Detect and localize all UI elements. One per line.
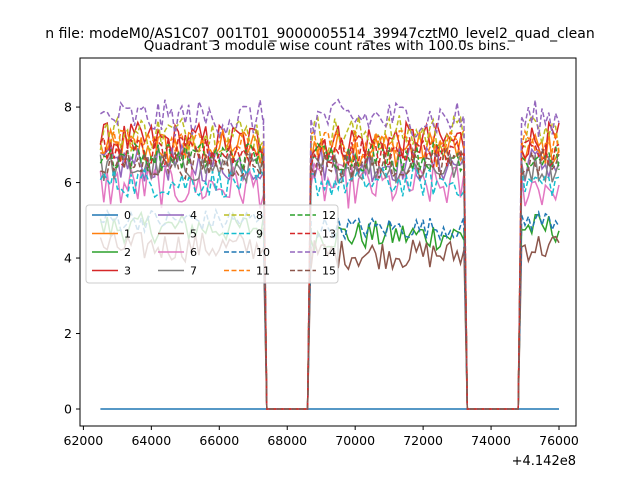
plot-frame (79, 57, 577, 427)
legend-label: 6 (190, 246, 197, 259)
y-tick-label: 8 (64, 100, 72, 115)
legend-label: 11 (256, 265, 270, 278)
legend-label: 0 (124, 209, 131, 222)
legend-label: 13 (322, 228, 336, 241)
chart-title: Quadrant 3 module wise count rates with … (144, 38, 510, 54)
y-axis: 0 2 4 6 8 (64, 100, 80, 417)
legend-label: 3 (124, 265, 131, 278)
series-line-6 (99, 162, 560, 410)
x-tick-label: 68000 (267, 433, 307, 448)
legend-label: 4 (190, 209, 197, 222)
legend-label: 1 (124, 228, 131, 241)
x-axis: 62000 64000 66000 68000 70000 72000 74000 76000 (64, 426, 579, 448)
legend-label: 8 (256, 209, 263, 222)
legend-label: 15 (322, 265, 336, 278)
series-line-15 (100, 146, 560, 410)
x-tick-label: 70000 (335, 433, 375, 448)
x-tick-label: 72000 (403, 433, 443, 448)
x-tick-label: 66000 (199, 433, 239, 448)
legend-box (85, 204, 339, 284)
x-tick-label: 74000 (471, 433, 511, 448)
x-tick-label: 76000 (539, 433, 579, 448)
legend-label: 12 (322, 209, 336, 222)
series-line-8 (99, 114, 560, 410)
series-line-9 (99, 165, 560, 410)
x-tick-label: 64000 (131, 433, 171, 448)
legend-label: 2 (124, 246, 131, 259)
series-line-7 (99, 150, 560, 410)
legend-label: 7 (190, 265, 197, 278)
series-line-13 (99, 135, 560, 410)
x-tick-label: 62000 (64, 433, 104, 448)
legend-label: 9 (256, 228, 263, 241)
series-line-14 (100, 98, 560, 410)
y-tick-label: 6 (64, 175, 72, 190)
legend-label: 14 (322, 246, 336, 259)
y-tick-label: 4 (64, 251, 72, 266)
legend-label: 10 (256, 246, 270, 259)
y-tick-label: 0 (64, 402, 72, 417)
x-axis-offset-label: +4.142e8 (512, 454, 576, 469)
figure-suptitle: n file: modeM0/AS1C07_001T01_9000005514_… (45, 26, 594, 42)
legend-label: 5 (190, 228, 197, 241)
y-tick-label: 2 (64, 326, 72, 341)
